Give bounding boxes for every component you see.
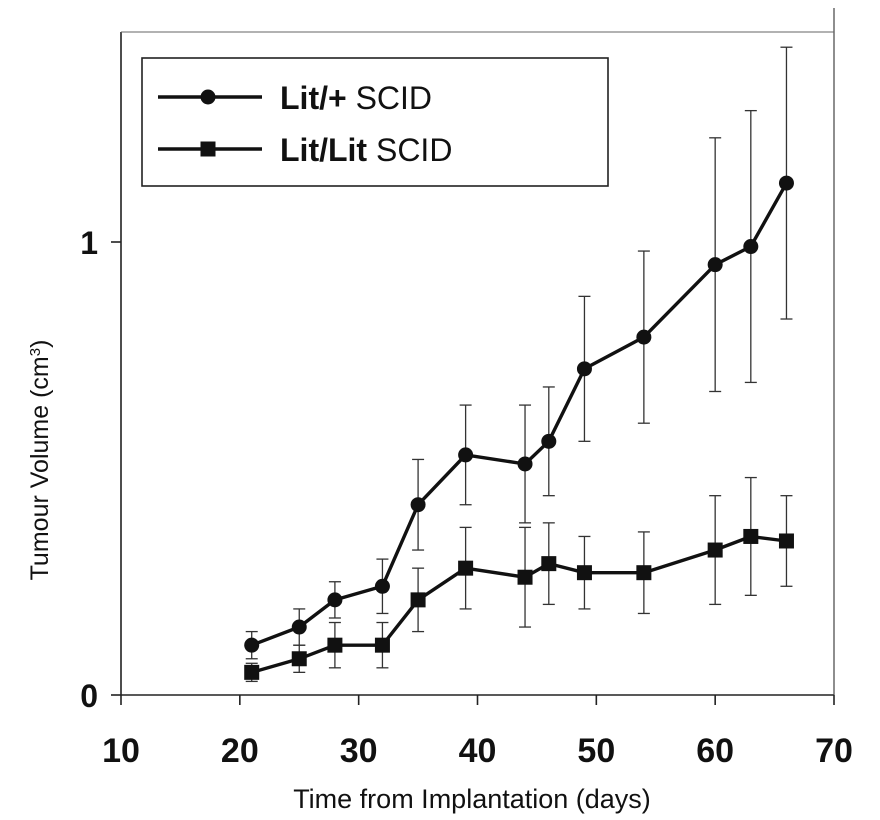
x-tick-label: 60 bbox=[696, 732, 734, 770]
data-point bbox=[541, 433, 557, 449]
x-axis-label: Time from Implantation (days) bbox=[293, 784, 651, 814]
legend-marker bbox=[200, 141, 216, 157]
legend-marker bbox=[200, 89, 216, 105]
data-point bbox=[576, 361, 592, 377]
legend-label-rest: SCID bbox=[367, 132, 452, 168]
data-point bbox=[778, 175, 794, 191]
data-point bbox=[517, 456, 533, 472]
data-point bbox=[743, 528, 759, 544]
data-point bbox=[410, 497, 426, 513]
data-point bbox=[743, 239, 759, 255]
legend-label-rest: SCID bbox=[347, 80, 432, 116]
data-point bbox=[327, 592, 343, 608]
data-point bbox=[291, 619, 307, 635]
data-point bbox=[374, 637, 390, 653]
data-point bbox=[458, 560, 474, 576]
legend-item-2: Lit/Lit SCID bbox=[158, 132, 452, 168]
data-point bbox=[636, 565, 652, 581]
series-1 bbox=[244, 46, 794, 660]
y-axis-label-main: Tumour Volume (cm bbox=[26, 356, 54, 580]
data-point bbox=[707, 257, 723, 273]
data-point bbox=[778, 533, 794, 549]
legend-item-1: Lit/+ SCID bbox=[158, 80, 432, 116]
y-axis-label-superscript: 3 bbox=[27, 348, 44, 356]
legend-box bbox=[141, 57, 609, 187]
y-tick-label: 0 bbox=[80, 678, 98, 714]
data-point bbox=[636, 329, 652, 345]
data-point bbox=[244, 637, 260, 653]
y-axis-label-suffix: ) bbox=[26, 340, 54, 348]
data-point bbox=[517, 569, 533, 585]
legend-label: Lit/+ SCID bbox=[280, 80, 432, 116]
data-point bbox=[327, 637, 343, 653]
legend-label: Lit/Lit SCID bbox=[280, 132, 452, 168]
data-point bbox=[541, 556, 557, 572]
data-point bbox=[374, 578, 390, 594]
data-point bbox=[576, 565, 592, 581]
series-2 bbox=[244, 476, 794, 683]
axis-ticks: 10 20 30 40 50 60 70 0 1 bbox=[80, 225, 853, 770]
x-tick-label: 10 bbox=[102, 732, 140, 770]
data-point bbox=[458, 447, 474, 463]
x-tick-label: 30 bbox=[340, 732, 378, 770]
series-layer bbox=[244, 46, 794, 683]
legend-label-bold: Lit/Lit bbox=[280, 132, 367, 168]
data-point bbox=[291, 651, 307, 667]
legend-label-bold: Lit/+ bbox=[280, 80, 347, 116]
x-tick-label: 70 bbox=[815, 732, 853, 770]
data-point bbox=[410, 592, 426, 608]
x-tick-label: 40 bbox=[459, 732, 497, 770]
x-tick-label: 20 bbox=[221, 732, 259, 770]
x-tick-label: 50 bbox=[577, 732, 615, 770]
y-tick-label: 1 bbox=[80, 225, 98, 261]
data-point bbox=[707, 542, 723, 558]
data-point bbox=[244, 664, 260, 680]
y-axis-label: Tumour Volume (cm3) bbox=[26, 340, 54, 581]
